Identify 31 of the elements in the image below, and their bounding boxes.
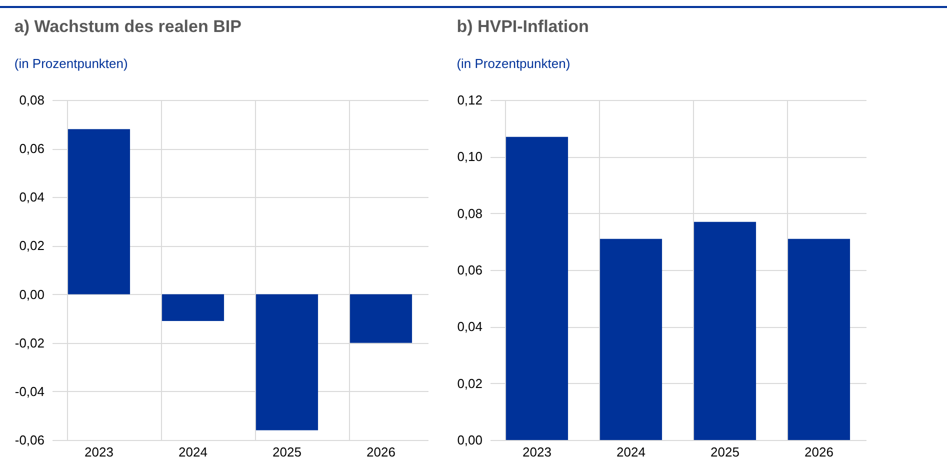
y-tick-label: 0,06: [457, 262, 482, 278]
bar: [788, 238, 850, 440]
x-tick-label: 2026: [804, 444, 834, 460]
y-tick-label: 0,02: [457, 376, 482, 391]
y-tick-label: -0,06: [14, 432, 44, 448]
y-tick-label: 0,12: [457, 92, 482, 108]
y-tick-label: 0,06: [19, 141, 44, 156]
x-tick-label: 2023: [84, 444, 114, 460]
y-tick-label: 0,00: [19, 286, 44, 302]
x-tick-label: 2025: [710, 444, 740, 460]
y-tick-label: 0,04: [457, 319, 482, 334]
bar: [600, 238, 662, 440]
bar: [506, 136, 568, 440]
chart-subtitle: (in Prozentpunkten): [456, 56, 570, 71]
y-tick-label: -0,02: [14, 335, 44, 350]
bar: [694, 222, 756, 440]
y-tick-label: 0,04: [19, 190, 44, 205]
x-tick-label: 2024: [616, 444, 646, 460]
x-tick-label: 2025: [272, 444, 302, 460]
chart-subtitle: (in Prozentpunkten): [14, 56, 128, 71]
y-tick-label: 0,02: [19, 238, 44, 254]
y-tick-label: 0,00: [457, 432, 482, 448]
y-tick-label: -0,04: [14, 384, 44, 399]
x-tick-label: 2026: [366, 444, 396, 460]
chart-title: a) Wachstum des realen BIP: [14, 17, 242, 36]
y-tick-label: 0,10: [457, 149, 482, 164]
y-tick-label: 0,08: [19, 92, 44, 108]
x-tick-label: 2024: [178, 444, 208, 460]
chart-title: b) HVPI-Inflation: [456, 17, 589, 36]
x-tick-label: 2023: [522, 444, 552, 460]
y-tick-label: 0,08: [457, 206, 482, 221]
